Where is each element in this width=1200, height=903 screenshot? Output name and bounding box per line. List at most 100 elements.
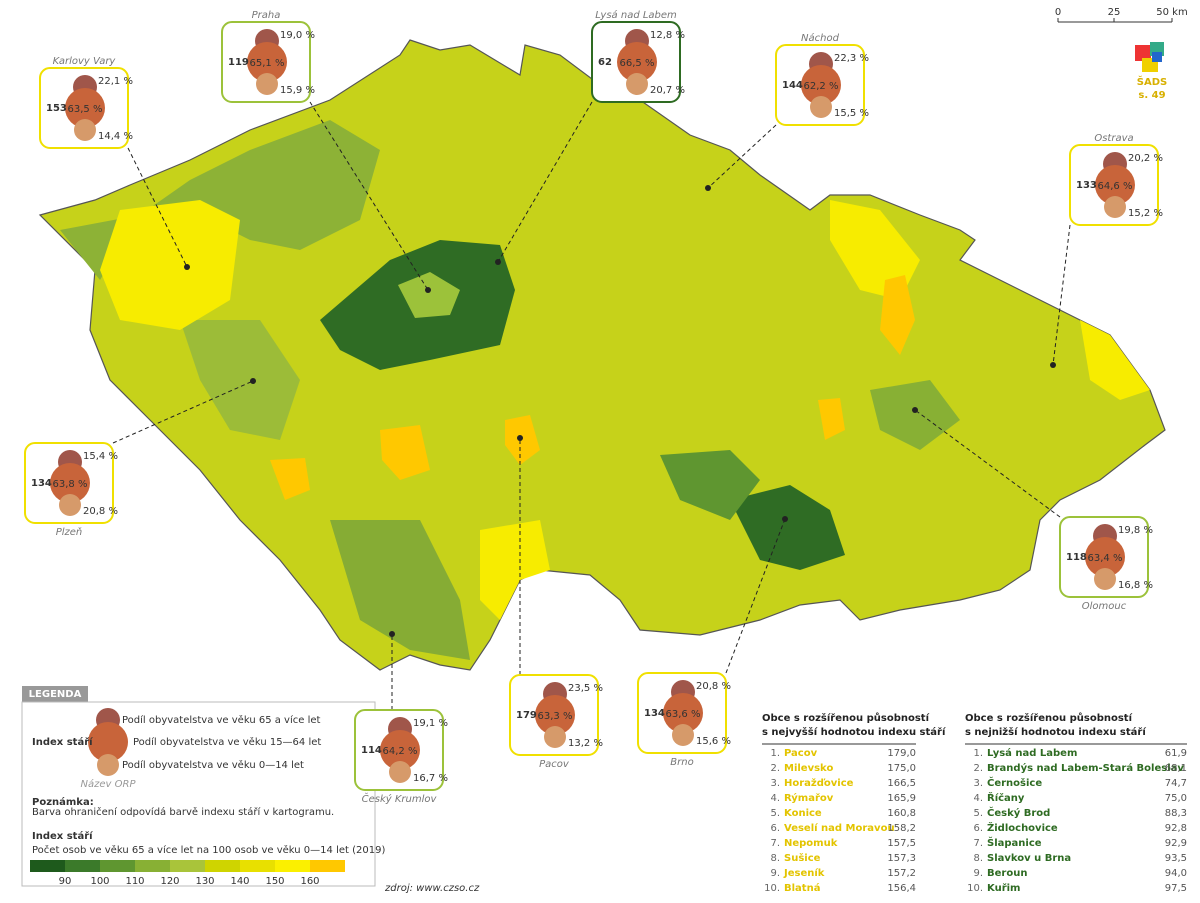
callout-name: Ostrava xyxy=(1094,133,1133,144)
municipality: Říčany xyxy=(987,791,1025,804)
rank: 4. xyxy=(770,793,780,804)
municipality: Nepomuk xyxy=(784,838,838,849)
circle-15-64 xyxy=(50,463,90,503)
legend-box xyxy=(21,701,376,887)
legend-circle-0-14 xyxy=(97,754,119,776)
share-65: 20,2 % xyxy=(1128,153,1163,164)
legend-circle-15-64 xyxy=(88,722,128,762)
index-value: 160,8 xyxy=(887,808,916,819)
index-value: 92,9 xyxy=(1165,838,1187,849)
municipality: Lysá nad Labem xyxy=(987,747,1077,759)
callout: 134 15,4 % 63,8 % 20,8 %Plzeň xyxy=(24,378,256,538)
callout: 119 19,0 % 65,1 % 15,9 % Praha xyxy=(221,10,431,293)
index-value: 133 xyxy=(1076,180,1097,191)
callout: 133 20,2 % 64,6 % 15,2 % Ostrava xyxy=(1050,133,1163,368)
index-value: 68,1 xyxy=(1165,763,1187,774)
index-value: 61,9 xyxy=(1165,748,1187,759)
index-value: 118 xyxy=(1066,552,1087,563)
callout: 114 19,1 % 64,2 % 16,7 % Český Krumlov xyxy=(354,631,448,805)
circle-15-64 xyxy=(535,695,575,735)
legend-item: Podíl obyvatelstva ve věku 15—64 let xyxy=(133,736,321,748)
callout: 118 19,8 % 63,4 % 16,8 % Olomouc xyxy=(912,407,1153,612)
circle-0-14 xyxy=(1094,568,1116,590)
map xyxy=(38,39,1166,671)
region-yellow xyxy=(830,200,920,300)
leader-line xyxy=(707,124,777,189)
municipality: Jeseník xyxy=(783,867,825,879)
index-value: 175,0 xyxy=(887,763,916,774)
share-0-14: 16,7 % xyxy=(413,773,448,784)
region-praha xyxy=(398,272,460,318)
index-value: 88,3 xyxy=(1165,808,1187,819)
municipality: Pacov xyxy=(784,748,818,759)
logo-square xyxy=(1152,52,1162,62)
rank: 7. xyxy=(770,838,780,849)
rank: 4. xyxy=(973,793,983,804)
scale-swatch xyxy=(170,860,205,872)
target-dot xyxy=(782,516,788,522)
table-title: Obce s rozšířenou působností xyxy=(762,711,930,724)
scale-tick-label: 90 xyxy=(59,876,72,887)
legend-name-label: Název ORP xyxy=(81,778,137,790)
region-orange xyxy=(270,458,310,500)
index-value: 156,4 xyxy=(887,883,916,894)
rank: 2. xyxy=(973,763,983,774)
callout-name: Karlovy Vary xyxy=(53,56,117,67)
municipality: Milevsko xyxy=(784,763,833,774)
circle-0-14 xyxy=(256,73,278,95)
scale-swatch xyxy=(30,860,65,872)
index-value: 179,0 xyxy=(887,748,916,759)
municipality: Beroun xyxy=(987,868,1027,879)
region-orange xyxy=(380,425,430,480)
share-15-64: 64,2 % xyxy=(383,746,418,757)
rank: 7. xyxy=(973,838,983,849)
target-dot xyxy=(425,287,431,293)
index-value: 134 xyxy=(644,708,665,719)
region-orange xyxy=(880,275,915,355)
rank: 9. xyxy=(973,868,983,879)
municipality: Brandýs nad Labem-Stará Boleslav xyxy=(987,762,1184,774)
scale-swatch xyxy=(240,860,275,872)
index-value: 157,2 xyxy=(887,868,916,879)
share-0-14: 15,2 % xyxy=(1128,208,1163,219)
index-value: 62 xyxy=(598,57,612,68)
leader-line xyxy=(112,380,254,444)
table-title: Obce s rozšířenou působností xyxy=(965,711,1133,724)
legend-item: Podíl obyvatelstva ve věku 65 a více let xyxy=(122,714,320,726)
share-65: 19,8 % xyxy=(1118,525,1153,536)
target-dot xyxy=(389,631,395,637)
legend-item: Podíl obyvatelstva ve věku 0—14 let xyxy=(122,759,304,771)
index-value: 134 xyxy=(31,478,52,489)
region-green xyxy=(60,120,380,280)
logo-title: ŠADS xyxy=(1137,75,1167,88)
rank: 1. xyxy=(770,748,780,759)
municipality: Blatná xyxy=(784,882,820,894)
scale-bar: 0 25 50 km xyxy=(1055,7,1188,23)
index-value: 158,2 xyxy=(887,823,916,834)
callouts: 153 22,1 % 63,5 % 14,4 % Karlovy Vary 119 19,0… xyxy=(24,9,1163,805)
legend-note: Barva ohraničení odpovídá barvě indexu s… xyxy=(32,806,334,818)
share-15-64: 63,5 % xyxy=(68,104,103,115)
scale-tick-label: 150 xyxy=(265,876,284,887)
rank: 8. xyxy=(973,853,983,864)
circle-15-64 xyxy=(1095,165,1135,205)
rank: 5. xyxy=(770,808,780,819)
index-value: 179 xyxy=(516,710,537,721)
region-green xyxy=(870,380,960,450)
share-65: 15,4 % xyxy=(83,451,118,462)
municipality: Slavkov u Brna xyxy=(987,853,1071,864)
scale-tick-label: 120 xyxy=(160,876,179,887)
index-value: 92,8 xyxy=(1165,823,1187,834)
index-value: 114 xyxy=(361,745,382,756)
share-0-14: 15,9 % xyxy=(280,85,315,96)
target-dot xyxy=(495,259,501,265)
share-15-64: 63,6 % xyxy=(666,709,701,720)
legend-heading: LEGENDA xyxy=(29,689,82,700)
target-dot xyxy=(517,435,523,441)
rank: 5. xyxy=(973,808,983,819)
share-0-14: 15,5 % xyxy=(834,108,869,119)
index-value: 75,0 xyxy=(1165,793,1187,804)
index-value: 165,9 xyxy=(887,793,916,804)
circle-0-14 xyxy=(810,96,832,118)
callout-name: Pacov xyxy=(539,759,570,770)
